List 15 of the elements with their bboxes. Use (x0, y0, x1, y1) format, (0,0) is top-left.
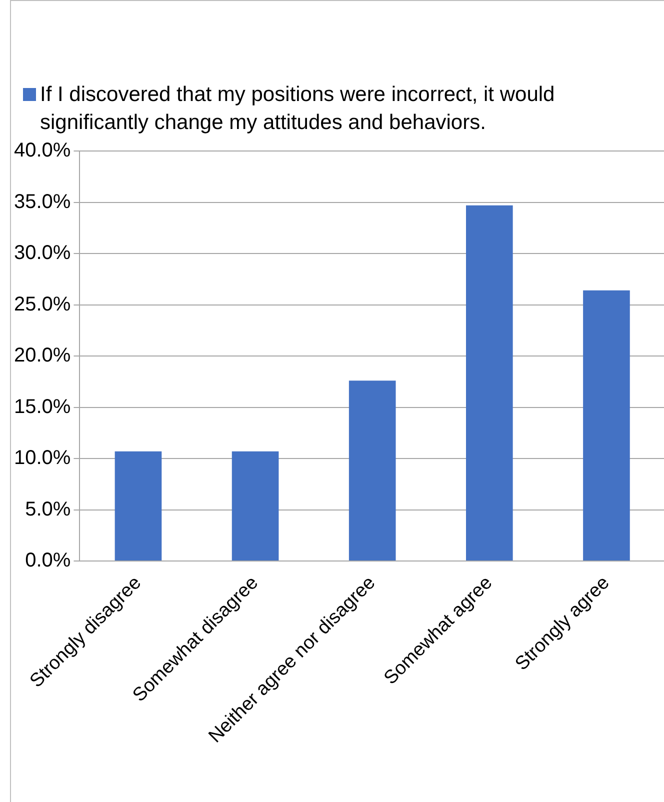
y-tick-label: 20.0% (14, 344, 71, 367)
bar (348, 380, 396, 561)
y-tick-label: 15.0% (14, 396, 71, 418)
y-tick-label: 0.0% (25, 550, 71, 572)
y-tick-label: 35.0% (14, 190, 71, 213)
y-tick-label: 30.0% (14, 242, 71, 264)
bar (466, 205, 513, 561)
y-tick-label: 25.0% (14, 293, 71, 316)
y-tick-label: 5.0% (25, 498, 71, 520)
bar (232, 451, 279, 561)
legend-label: If I discovered that my positions were incorrect, it would significantly change my attitudes and behaviors. (40, 82, 556, 136)
bar (583, 290, 630, 561)
bar (114, 451, 162, 561)
y-tick-label: 10.0% (14, 447, 71, 470)
y-tick-label: 40.0% (14, 140, 71, 162)
